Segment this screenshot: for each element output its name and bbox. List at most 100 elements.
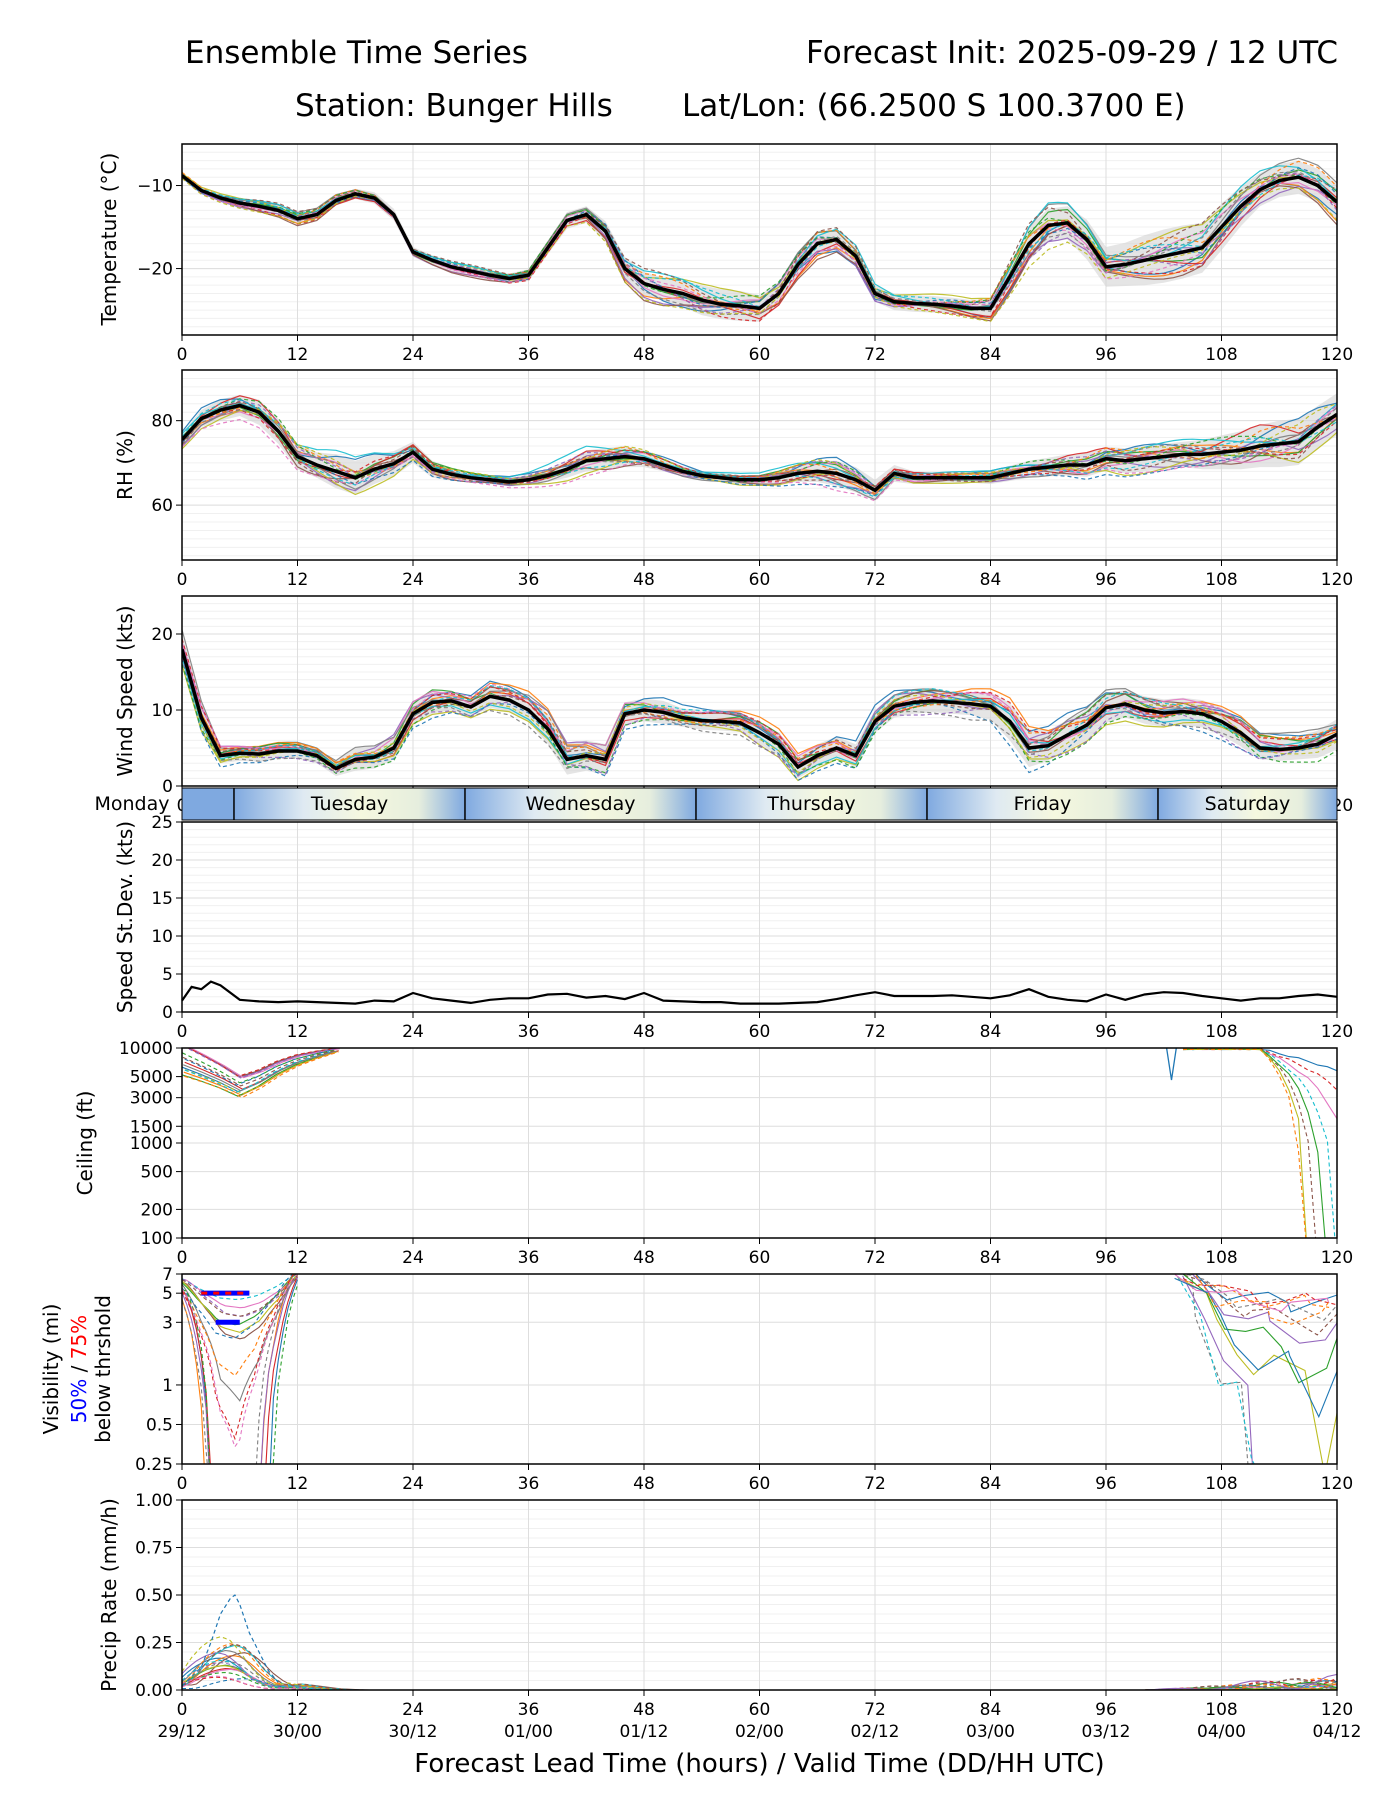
wind_std-xtick-label: 72: [864, 1022, 886, 1042]
visibility-xtick-label: 36: [518, 1474, 540, 1494]
wind-ytick-label: 10: [151, 701, 173, 721]
ceiling-member-line: [182, 1049, 333, 1086]
visibility-member-line: [182, 1274, 298, 1377]
rh-ytick-label: 60: [151, 496, 173, 516]
ceiling-member-line: [184, 1051, 339, 1099]
day-strip-border: [181, 787, 1338, 821]
ceiling-member-line: [1182, 1048, 1336, 1238]
valid-time-label: 30/12: [389, 1722, 438, 1742]
visibility-ytick-label: 7: [162, 1265, 173, 1285]
precip-member-line: [182, 1643, 375, 1690]
wind_std-panel: 0 12 24 36 48 60 72 84 96 108 120 0 5 10 15 20 25: [151, 813, 1353, 1042]
temperature-xtick-label: 108: [1205, 345, 1237, 365]
temperature-xtick-label: 72: [864, 345, 886, 365]
wind_std-xtick-label: 120: [1321, 1022, 1353, 1042]
wind_std-xtick-label: 24: [402, 1022, 424, 1042]
visibility-xtick-label: 96: [1095, 1474, 1117, 1494]
ceiling-xtick-label: 36: [518, 1248, 540, 1268]
day-strip-segment: [1157, 788, 1337, 820]
visibility-member-line: [182, 1274, 298, 1464]
ceiling-member-line: [185, 1048, 337, 1079]
precip-xtick-label: 84: [980, 1700, 1002, 1720]
day-label-friday: Friday: [1014, 793, 1072, 815]
wind_std-ytick-label: 5: [162, 965, 173, 985]
visibility-panel: 0 12 24 36 48 60 72 84 96 108 120 0.25 0.5 1 3 57: [135, 1265, 1353, 1494]
temperature-ytick-label: −20: [137, 260, 173, 280]
precip-member-line: [182, 1661, 375, 1690]
rh-member-line: [182, 408, 1337, 488]
temperature-xtick-label: 48: [633, 345, 655, 365]
ceiling-xtick-label: 12: [287, 1248, 309, 1268]
ceiling-plot: [182, 1048, 1337, 1238]
wind-member-line: [182, 638, 1337, 772]
ceiling-ytick-label: 10000: [119, 1039, 173, 1059]
temperature-xtick-label: 24: [402, 345, 424, 365]
visibility-member-line: [1194, 1274, 1329, 1325]
station-label: Station: Bunger Hills: [295, 88, 613, 124]
temperature-xtick-label: 84: [980, 345, 1002, 365]
precip-xtick-label: 0: [177, 1700, 188, 1720]
ceiling-border: [181, 1047, 1338, 1239]
forecast-init-label: Forecast Init: 2025-09-29 / 12 UTC: [806, 35, 1338, 71]
precip-member-line: [1144, 1680, 1337, 1690]
wind_std-ytick-label: 10: [151, 927, 173, 947]
valid-time-label: 02/00: [735, 1722, 784, 1742]
ceiling-xtick-label: 84: [980, 1248, 1002, 1268]
rh-ylabel: RH (%): [113, 430, 137, 500]
ceiling-member-line: [189, 1048, 340, 1079]
visibility-member-line: [1177, 1277, 1337, 1464]
visibility-member-line: [182, 1274, 298, 1339]
ceiling-member-line: [186, 1048, 335, 1077]
visibility-member-line: [1191, 1274, 1249, 1464]
valid-time-label: 04/00: [1197, 1722, 1246, 1742]
temperature-border: [181, 143, 1338, 336]
day-label-saturday: Saturday: [1205, 793, 1291, 815]
visibility-plot: [182, 1274, 1337, 1464]
latlon-label: Lat/Lon: (66.2500 S 100.3700 E): [682, 88, 1186, 124]
precip-member-line: [182, 1643, 375, 1690]
rh-xtick-label: 108: [1205, 570, 1237, 590]
visibility-ytick-label: 3: [162, 1313, 173, 1333]
day-strip-segment: [233, 788, 465, 820]
valid-time-label: 30/00: [273, 1722, 322, 1742]
visibility-xtick-label: 12: [287, 1474, 309, 1494]
ceiling-ytick-label: 100: [141, 1229, 173, 1249]
visibility-xtick-label: 48: [633, 1474, 655, 1494]
day-strip-segment: [926, 788, 1158, 820]
precip-ytick-label: 0.25: [135, 1634, 173, 1654]
ceiling-xtick-label: 72: [864, 1248, 886, 1268]
precip-panel: 0 12 24 36 48 60 72 84 96 108 120 0.00 0.25 0.50 0.75 1…: [135, 1491, 1353, 1720]
visibility-xtick-label: 60: [749, 1474, 771, 1494]
visibility-member-line: [1186, 1274, 1337, 1321]
valid-time-label: 01/00: [504, 1722, 553, 1742]
precip-member-line: [1144, 1673, 1337, 1690]
wind_std-xtick-label: 48: [633, 1022, 655, 1042]
ceiling-member-line: [182, 1050, 333, 1094]
ceiling-member-line: [182, 1049, 338, 1087]
vis-legend-separator: /: [67, 1359, 91, 1378]
visibility-member-line: [1195, 1274, 1337, 1313]
visibility-border: [181, 1273, 1338, 1465]
temperature-xtick-label: 60: [749, 345, 771, 365]
temperature-xtick-label: 12: [287, 345, 309, 365]
x-axis-label: Forecast Lead Time (hours) / Valid Time …: [414, 1749, 1104, 1779]
ceiling-xtick-label: 60: [749, 1248, 771, 1268]
wind_std-xtick-label: 96: [1095, 1022, 1117, 1042]
ceiling-ytick-label: 1500: [130, 1117, 173, 1137]
visibility-member-line: [182, 1274, 298, 1317]
visibility-member-line: [182, 1274, 298, 1464]
visibility-threshold-ylabel: 50% / 75%: [67, 1315, 91, 1423]
ceiling-xtick-label: 96: [1095, 1248, 1117, 1268]
precip-ytick-label: 0.00: [135, 1681, 173, 1701]
rh-member-line: [182, 400, 1337, 488]
wind-ytick-label: 0: [162, 777, 173, 797]
ceiling-ytick-label: 1000: [130, 1134, 173, 1154]
valid-time-label: 02/12: [851, 1722, 900, 1742]
visibility-member-line: [182, 1276, 299, 1464]
visibility-xtick-label: 108: [1205, 1474, 1237, 1494]
ceiling-dip-line: [1165, 1048, 1177, 1081]
precip-ytick-label: 1.00: [135, 1491, 173, 1511]
ceiling-ytick-label: 200: [141, 1200, 173, 1220]
ceiling-xtick-label: 0: [177, 1248, 188, 1268]
temperature-plot: [182, 157, 1337, 323]
